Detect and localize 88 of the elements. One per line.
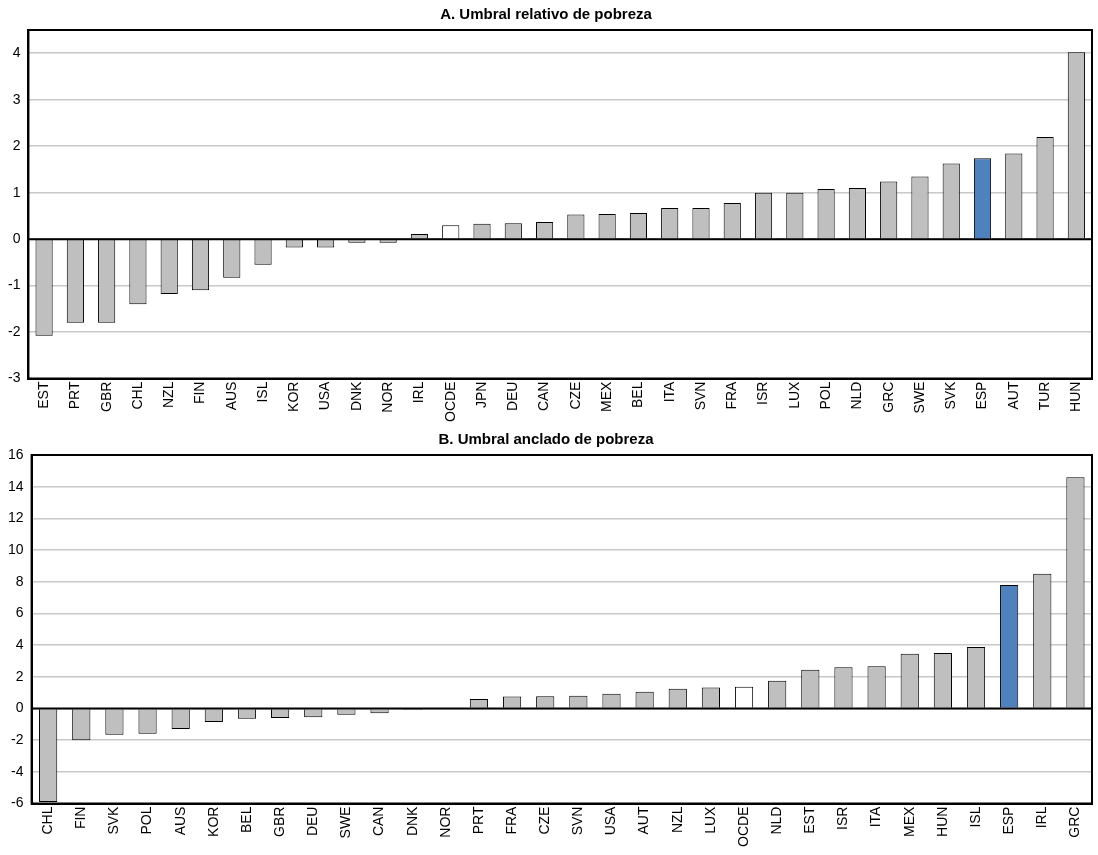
x-tick-label: PRT [469, 806, 486, 835]
y-tick-label: 1 [12, 183, 21, 200]
y-tick-label: -2 [8, 322, 21, 339]
x-tick-label: ESP [973, 381, 990, 410]
x-tick-label: GBR [270, 806, 287, 837]
x-tick-label: POL [816, 381, 833, 410]
x-tick-label: USA [602, 805, 619, 836]
x-tick-label: JPN [472, 381, 489, 408]
x-tick-label: SVK [105, 805, 122, 835]
x-tick-label: ISL [253, 381, 270, 403]
x-tick-label: PRT [66, 381, 83, 410]
x-tick-label: USA [316, 380, 333, 411]
x-tick-label: CAN [535, 381, 552, 412]
x-tick-label: NLD [848, 381, 865, 410]
x-tick-label: AUS [171, 806, 188, 836]
y-tick-label: 2 [15, 667, 24, 684]
x-tick-label: DEU [504, 381, 521, 412]
x-tick-label: NLD [768, 806, 785, 835]
x-tick-label: CHL [39, 806, 55, 835]
x-tick-label: ISR [834, 806, 851, 830]
y-tick-label: 8 [15, 572, 24, 589]
x-tick-label: KOR [285, 381, 302, 412]
y-tick-label: -6 [11, 794, 24, 811]
x-tick-label: BEL [629, 381, 646, 409]
x-tick-label: SVN [569, 806, 586, 836]
x-tick-label: AUT [635, 806, 652, 835]
x-tick-label: NZL [668, 806, 685, 833]
x-tick-label: LUX [701, 805, 718, 834]
x-tick-label: ESP [1000, 806, 1017, 835]
x-tick-label: FIN [191, 381, 208, 405]
y-tick-label: 0 [15, 699, 24, 716]
x-tick-label: GBR [97, 381, 114, 412]
y-tick-label: 0 [12, 229, 21, 246]
chart-title: A. Umbral relativo de pobreza [440, 5, 653, 23]
x-tick-label: IRL [410, 381, 427, 404]
x-tick-label: FRA [502, 805, 519, 835]
x-tick-label: POL [138, 806, 155, 835]
y-tick-label: 4 [15, 635, 24, 652]
x-tick-label: CZE [536, 806, 553, 835]
x-tick-label: SWE [910, 381, 927, 414]
y-tick-label: 6 [15, 604, 24, 621]
x-tick-label: ISR [754, 381, 771, 405]
x-tick-label: GRC [879, 381, 896, 413]
y-tick-label: -2 [11, 731, 24, 748]
x-tick-label: DNK [347, 380, 364, 412]
x-tick-label: CAN [370, 806, 387, 837]
y-tick-label: -4 [11, 762, 24, 779]
x-tick-label: HUN [1067, 381, 1084, 412]
x-tick-label: GRC [1066, 806, 1083, 838]
y-tick-label: 4 [12, 44, 21, 61]
y-tick-label: 16 [7, 445, 24, 462]
x-tick-label: OCDE [441, 381, 458, 422]
x-tick-label: MEX [598, 380, 614, 412]
x-tick-label: NOR [379, 381, 396, 413]
y-tick-label: 2 [12, 137, 21, 154]
x-tick-label: SWE [337, 806, 354, 839]
y-tick-label: 14 [7, 477, 24, 494]
x-tick-label: TUR [1035, 381, 1052, 411]
x-tick-label: DEU [304, 806, 321, 837]
x-tick-label: CZE [566, 381, 583, 410]
x-tick-label: ISL [966, 806, 983, 828]
x-tick-label: CHL [128, 381, 145, 410]
x-tick-label: EST [34, 381, 51, 409]
x-tick-label: BEL [237, 806, 254, 834]
x-tick-label: OCDE [734, 806, 751, 847]
y-tick-label: 3 [12, 90, 21, 107]
x-tick-label: FIN [72, 806, 89, 830]
x-tick-label: IRL [1033, 806, 1050, 829]
x-tick-label: NZL [160, 381, 177, 408]
y-tick-label: 10 [7, 540, 24, 557]
x-tick-label: DNK [403, 805, 420, 837]
x-tick-label: SVN [691, 381, 708, 411]
x-tick-label: FRA [723, 380, 740, 410]
x-tick-label: EST [801, 806, 818, 834]
chart-title: B. Umbral anclado de pobreza [438, 430, 655, 448]
x-tick-label: SVK [942, 380, 959, 410]
x-tick-label: MEX [900, 805, 917, 837]
x-tick-label: AUT [1004, 381, 1021, 410]
x-tick-label: ITA [660, 380, 677, 403]
y-tick-label: -3 [8, 369, 21, 386]
x-tick-label: AUS [222, 381, 239, 411]
x-tick-label: ITA [867, 805, 884, 828]
x-tick-label: KOR [204, 806, 221, 837]
y-tick-label: 12 [7, 509, 24, 526]
x-tick-label: LUX [785, 380, 802, 409]
x-tick-label: NOR [436, 806, 453, 838]
y-tick-label: -1 [8, 276, 21, 293]
x-tick-label: HUN [933, 806, 950, 837]
